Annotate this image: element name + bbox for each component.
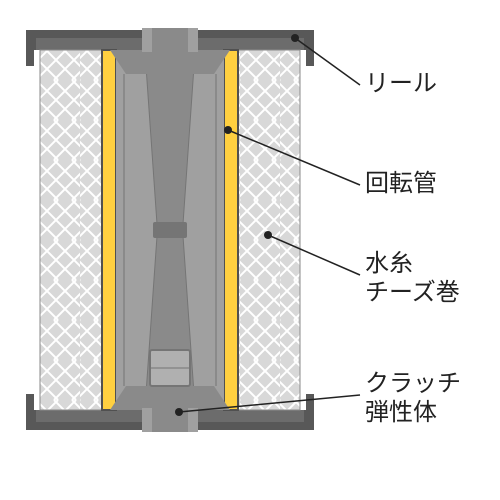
label-thread-cheese: 水糸チーズ巻 [365, 250, 460, 308]
diagram-container: リール 回転管 水糸チーズ巻 クラッチ弾性体 [0, 0, 500, 500]
label-rotary-tube: 回転管 [365, 170, 437, 199]
label-clutch-elastic: クラッチ弾性体 [365, 370, 461, 428]
label-reel: リール [365, 70, 437, 99]
